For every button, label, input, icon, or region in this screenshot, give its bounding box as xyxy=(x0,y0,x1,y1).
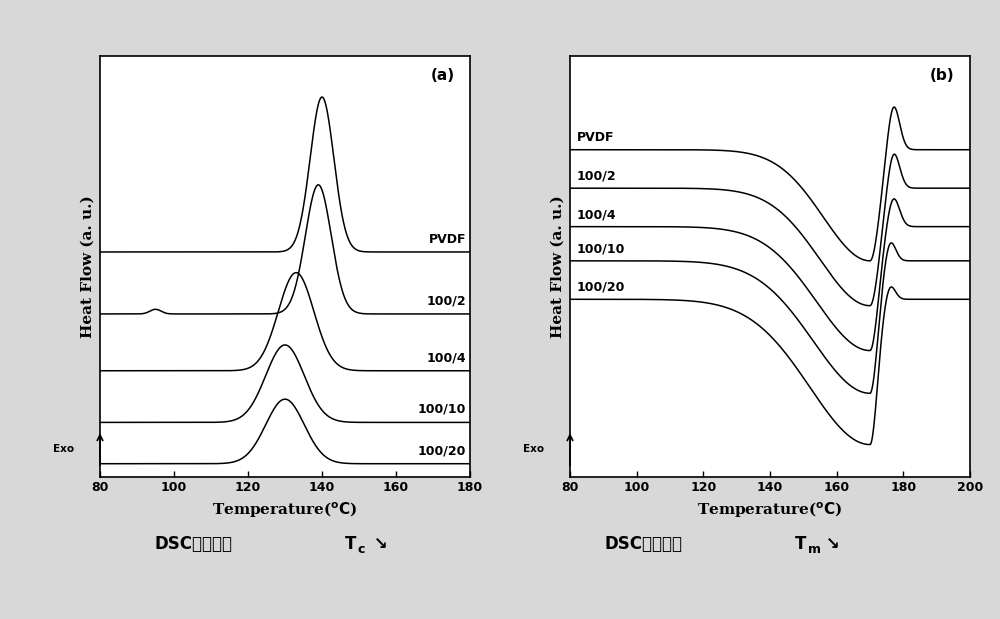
Text: PVDF: PVDF xyxy=(429,233,466,246)
Text: m: m xyxy=(808,543,821,556)
Text: 100/4: 100/4 xyxy=(427,352,466,365)
Text: 100/2: 100/2 xyxy=(577,170,616,183)
Text: Exo: Exo xyxy=(523,444,544,454)
Text: c: c xyxy=(358,543,365,556)
Text: ↘: ↘ xyxy=(820,535,840,553)
Text: DSC降温曲线: DSC降温曲线 xyxy=(155,535,233,553)
Text: (b): (b) xyxy=(929,68,954,84)
Text: Exo: Exo xyxy=(53,444,74,454)
Text: (a): (a) xyxy=(431,68,455,84)
Text: PVDF: PVDF xyxy=(577,131,614,144)
Text: 100/20: 100/20 xyxy=(577,281,625,294)
Text: 100/10: 100/10 xyxy=(418,403,466,416)
Y-axis label: Heat Flow (a. u.): Heat Flow (a. u.) xyxy=(550,195,564,337)
Text: 100/2: 100/2 xyxy=(427,295,466,308)
Y-axis label: Heat Flow (a. u.): Heat Flow (a. u.) xyxy=(80,195,94,337)
Text: 100/10: 100/10 xyxy=(577,243,625,256)
Text: ↘: ↘ xyxy=(368,535,388,553)
Text: DSC升温曲线: DSC升温曲线 xyxy=(605,535,683,553)
X-axis label: Temperature($\mathbf{^oC}$): Temperature($\mathbf{^oC}$) xyxy=(697,500,843,519)
Text: 100/20: 100/20 xyxy=(418,444,466,457)
X-axis label: Temperature($\mathbf{^oC}$): Temperature($\mathbf{^oC}$) xyxy=(212,500,358,519)
Text: T: T xyxy=(795,535,806,553)
Text: T: T xyxy=(345,535,356,553)
Text: 100/4: 100/4 xyxy=(577,209,616,222)
